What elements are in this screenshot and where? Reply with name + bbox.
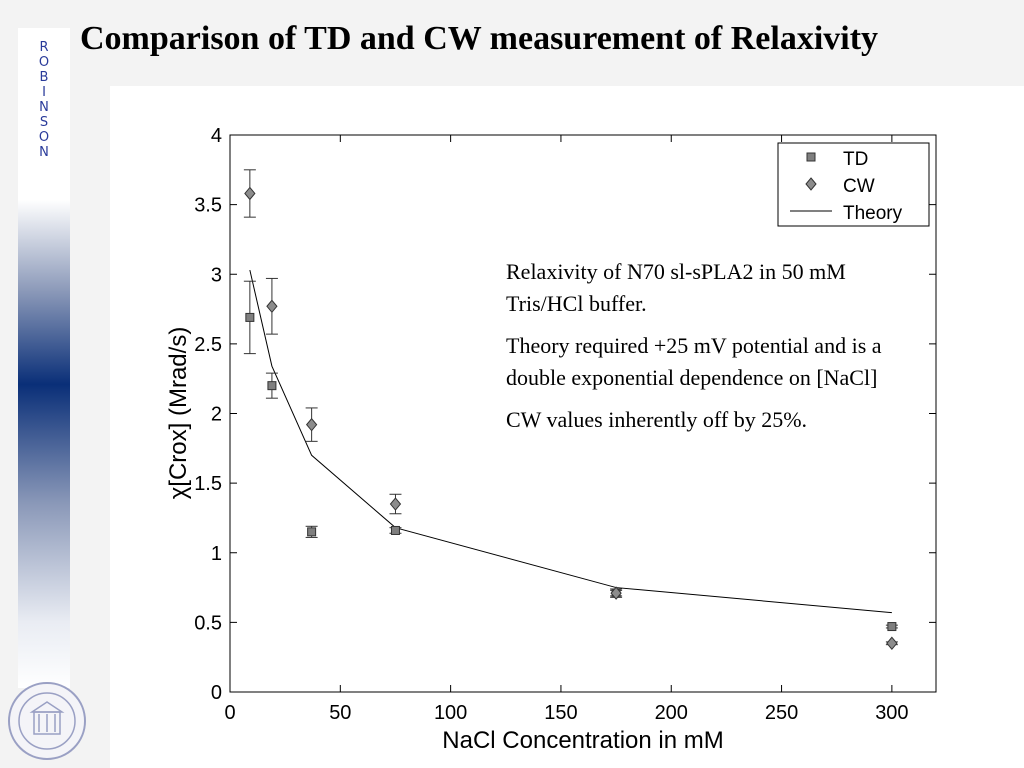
y-tick-label: 3 <box>211 264 222 286</box>
legend-td-label: TD <box>843 149 868 170</box>
cw-point <box>886 636 898 651</box>
td-point <box>267 381 277 391</box>
sidebar-gradient <box>18 28 70 688</box>
y-tick-label: 0.5 <box>194 612 222 634</box>
sidebar-letter: B <box>39 70 49 85</box>
td-point <box>887 622 897 632</box>
y-axis-label: χ[Crox] (Mrad/s) <box>165 327 192 500</box>
cw-point <box>305 417 318 432</box>
cw-point <box>389 497 402 511</box>
cw-point <box>244 186 256 201</box>
y-tick-label: 2.5 <box>194 334 222 356</box>
x-tick-label: 50 <box>329 702 351 724</box>
legend-cw-marker <box>805 177 817 191</box>
y-tick-label: 2 <box>211 404 222 426</box>
y-tick-label: 1.5 <box>194 473 222 495</box>
legend-theory-label: Theory <box>843 203 903 224</box>
slide-title: Comparison of TD and CW measurement of R… <box>80 20 879 57</box>
sidebar-letter: N <box>39 145 49 160</box>
annotation-text: Relaxivity of N70 sl-sPLA2 in 50 mM Tris… <box>506 256 926 446</box>
sidebar-letter: R <box>39 40 49 55</box>
y-tick-label: 1 <box>211 543 222 565</box>
sidebar-letter: I <box>42 85 46 100</box>
x-tick-label: 200 <box>655 702 688 724</box>
annotation-paragraph: CW values inherently off by 25%. <box>506 407 808 432</box>
td-point <box>307 527 317 537</box>
x-tick-label: 150 <box>544 702 577 724</box>
x-tick-label: 0 <box>224 702 235 724</box>
sidebar-letter: O <box>38 55 50 70</box>
annotation-paragraph: Relaxivity of N70 sl-sPLA2 in 50 mM Tris… <box>506 259 846 316</box>
td-point <box>245 312 255 322</box>
y-tick-label: 0 <box>211 682 222 704</box>
cw-point <box>266 299 278 314</box>
sidebar-letters: R O B I N S O N <box>18 40 70 160</box>
y-tick-label: 4 <box>211 125 222 147</box>
td-point <box>390 525 400 535</box>
legend-box <box>777 142 930 227</box>
sidebar-letter: S <box>39 115 49 130</box>
legend-cw-label: CW <box>843 176 875 197</box>
annotation-paragraph: Theory required +25 mV potential and is … <box>506 333 882 390</box>
x-tick-label: 100 <box>434 702 467 724</box>
x-tick-label: 300 <box>875 702 908 724</box>
sidebar-letter: O <box>38 130 50 145</box>
x-tick-label: 250 <box>765 702 798 724</box>
cw-point <box>610 586 622 600</box>
legend: TD CW Theory <box>777 142 930 227</box>
university-seal-icon <box>8 682 86 760</box>
plot-area <box>229 134 937 693</box>
y-tick-label: 3.5 <box>194 195 222 217</box>
x-axis-label: NaCl Concentration in mM <box>442 727 723 754</box>
theory-series-line <box>249 269 892 614</box>
sidebar-letter: N <box>39 100 49 115</box>
legend-td-marker <box>806 152 816 162</box>
